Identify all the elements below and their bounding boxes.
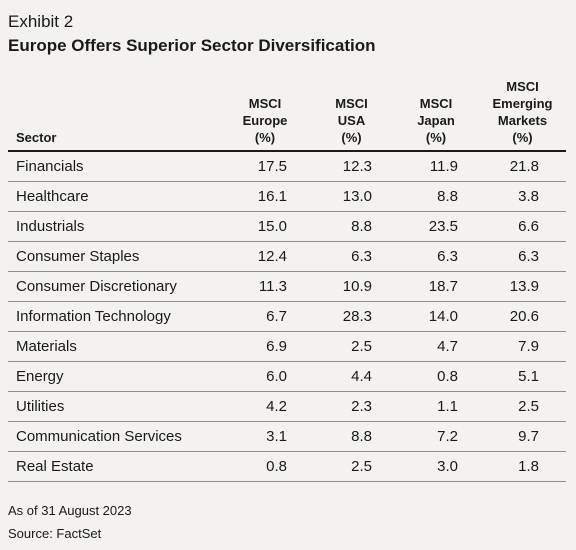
value-cell: 7.2 bbox=[393, 421, 479, 452]
value-cell: 2.5 bbox=[310, 451, 393, 482]
header-line: (%) bbox=[254, 130, 276, 145]
value-cell: 6.3 bbox=[479, 241, 566, 272]
sector-table: Sector MSCI Europe (%) MSCI USA (%) MSCI… bbox=[8, 78, 566, 482]
header-line: MSCI bbox=[335, 96, 368, 111]
header-line: MSCI bbox=[419, 96, 453, 111]
table-row: Consumer Staples 12.4 6.3 6.3 6.3 bbox=[8, 241, 566, 272]
exhibit-label: Exhibit 2 bbox=[8, 12, 74, 31]
table-row: Financials 17.5 12.3 11.9 21.8 bbox=[8, 151, 566, 182]
value-cell: 16.1 bbox=[220, 181, 310, 212]
value-cell: 1.1 bbox=[393, 391, 479, 422]
value-cell: 6.3 bbox=[310, 241, 393, 272]
header-line: MSCI bbox=[248, 96, 282, 111]
value-cell: 7.9 bbox=[479, 331, 566, 362]
sector-cell: Industrials bbox=[8, 211, 220, 242]
value-cell: 8.8 bbox=[310, 211, 393, 242]
value-cell: 3.0 bbox=[393, 451, 479, 482]
header-msci-europe: MSCI Europe (%) bbox=[220, 78, 310, 152]
table-row: Communication Services 3.1 8.8 7.2 9.7 bbox=[8, 421, 566, 452]
value-cell: 12.3 bbox=[310, 151, 393, 182]
header-line: USA bbox=[337, 113, 366, 128]
sector-cell: Information Technology bbox=[8, 301, 220, 332]
value-cell: 9.7 bbox=[479, 421, 566, 452]
sector-cell: Consumer Staples bbox=[8, 241, 220, 272]
value-cell: 0.8 bbox=[393, 361, 479, 392]
sector-cell: Energy bbox=[8, 361, 220, 392]
header-line: Europe bbox=[242, 113, 288, 128]
header-line: Sector bbox=[16, 130, 57, 145]
sector-cell: Consumer Discretionary bbox=[8, 271, 220, 302]
value-cell: 8.8 bbox=[393, 181, 479, 212]
value-cell: 28.3 bbox=[310, 301, 393, 332]
header-line: MSCI bbox=[506, 79, 539, 94]
value-cell: 2.5 bbox=[479, 391, 566, 422]
exhibit-title: Europe Offers Superior Sector Diversific… bbox=[8, 36, 376, 55]
value-cell: 4.4 bbox=[310, 361, 393, 392]
value-cell: 0.8 bbox=[220, 451, 310, 482]
value-cell: 3.1 bbox=[220, 421, 310, 452]
value-cell: 6.9 bbox=[220, 331, 310, 362]
header-msci-usa: MSCI USA (%) bbox=[310, 78, 393, 152]
table-row: Healthcare 16.1 13.0 8.8 3.8 bbox=[8, 181, 566, 212]
sector-cell: Real Estate bbox=[8, 451, 220, 482]
header-line: Markets bbox=[497, 113, 548, 128]
value-cell: 1.8 bbox=[479, 451, 566, 482]
value-cell: 12.4 bbox=[220, 241, 310, 272]
value-cell: 6.6 bbox=[479, 211, 566, 242]
table-row: Information Technology 6.7 28.3 14.0 20.… bbox=[8, 301, 566, 332]
value-cell: 21.8 bbox=[479, 151, 566, 182]
as-of-note: As of 31 August 2023 bbox=[8, 503, 132, 518]
value-cell: 10.9 bbox=[310, 271, 393, 302]
sector-cell: Communication Services bbox=[8, 421, 220, 452]
header-sector: Sector bbox=[8, 78, 220, 152]
value-cell: 13.0 bbox=[310, 181, 393, 212]
value-cell: 14.0 bbox=[393, 301, 479, 332]
table-row: Utilities 4.2 2.3 1.1 2.5 bbox=[8, 391, 566, 422]
table-row: Energy 6.0 4.4 0.8 5.1 bbox=[8, 361, 566, 392]
value-cell: 15.0 bbox=[220, 211, 310, 242]
value-cell: 5.1 bbox=[479, 361, 566, 392]
value-cell: 3.8 bbox=[479, 181, 566, 212]
value-cell: 11.3 bbox=[220, 271, 310, 302]
value-cell: 18.7 bbox=[393, 271, 479, 302]
table-row: Consumer Discretionary 11.3 10.9 18.7 13… bbox=[8, 271, 566, 302]
value-cell: 2.5 bbox=[310, 331, 393, 362]
sector-cell: Healthcare bbox=[8, 181, 220, 212]
header-line: (%) bbox=[425, 130, 447, 145]
header-line: (%) bbox=[512, 130, 533, 145]
header-msci-emerging-markets: MSCI Emerging Markets (%) bbox=[479, 78, 566, 152]
value-cell: 4.2 bbox=[220, 391, 310, 422]
value-cell: 6.7 bbox=[220, 301, 310, 332]
value-cell: 17.5 bbox=[220, 151, 310, 182]
header-line: (%) bbox=[341, 130, 362, 145]
table-row: Industrials 15.0 8.8 23.5 6.6 bbox=[8, 211, 566, 242]
value-cell: 4.7 bbox=[393, 331, 479, 362]
value-cell: 23.5 bbox=[393, 211, 479, 242]
table-row: Real Estate 0.8 2.5 3.0 1.8 bbox=[8, 451, 566, 482]
value-cell: 2.3 bbox=[310, 391, 393, 422]
table-row: Materials 6.9 2.5 4.7 7.9 bbox=[8, 331, 566, 362]
value-cell: 20.6 bbox=[479, 301, 566, 332]
value-cell: 6.3 bbox=[393, 241, 479, 272]
header-msci-japan: MSCI Japan (%) bbox=[393, 78, 479, 152]
header-line: Emerging bbox=[492, 96, 553, 111]
value-cell: 13.9 bbox=[479, 271, 566, 302]
sector-cell: Utilities bbox=[8, 391, 220, 422]
header-line: Japan bbox=[417, 113, 455, 128]
value-cell: 8.8 bbox=[310, 421, 393, 452]
sector-cell: Materials bbox=[8, 331, 220, 362]
value-cell: 11.9 bbox=[393, 151, 479, 182]
table-header-row: Sector MSCI Europe (%) MSCI USA (%) MSCI… bbox=[8, 78, 566, 152]
source-note: Source: FactSet bbox=[8, 526, 102, 541]
value-cell: 6.0 bbox=[220, 361, 310, 392]
sector-cell: Financials bbox=[8, 151, 220, 182]
